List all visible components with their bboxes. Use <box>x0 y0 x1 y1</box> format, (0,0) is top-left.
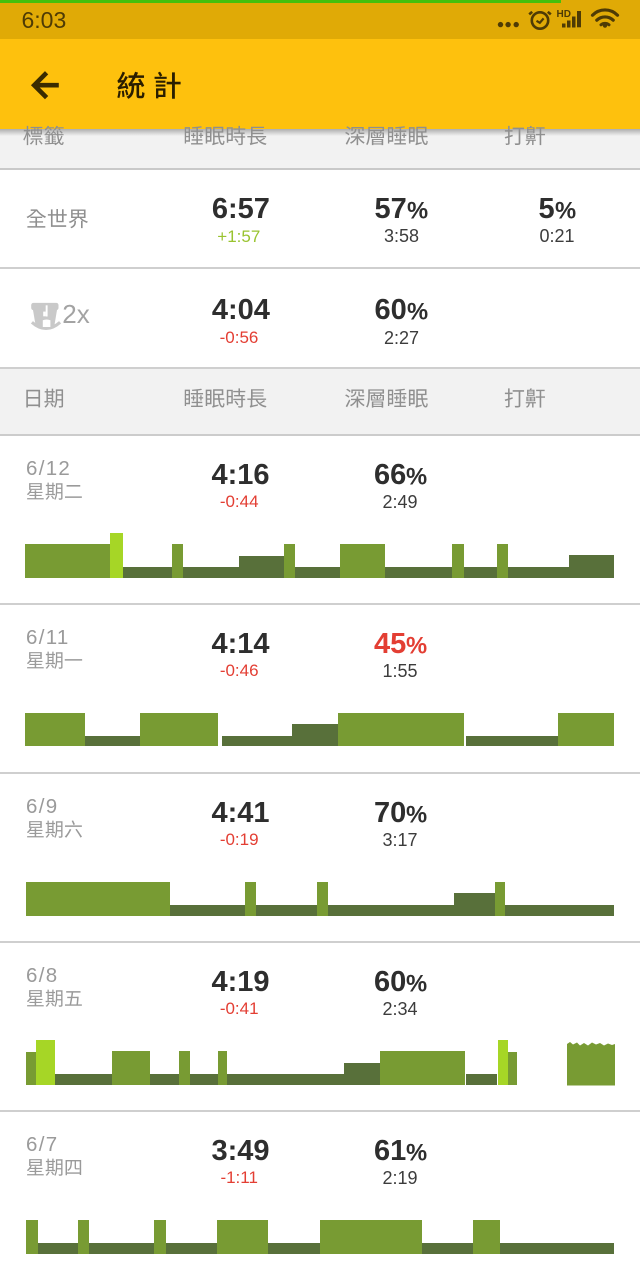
svg-text:HD: HD <box>557 9 571 20</box>
